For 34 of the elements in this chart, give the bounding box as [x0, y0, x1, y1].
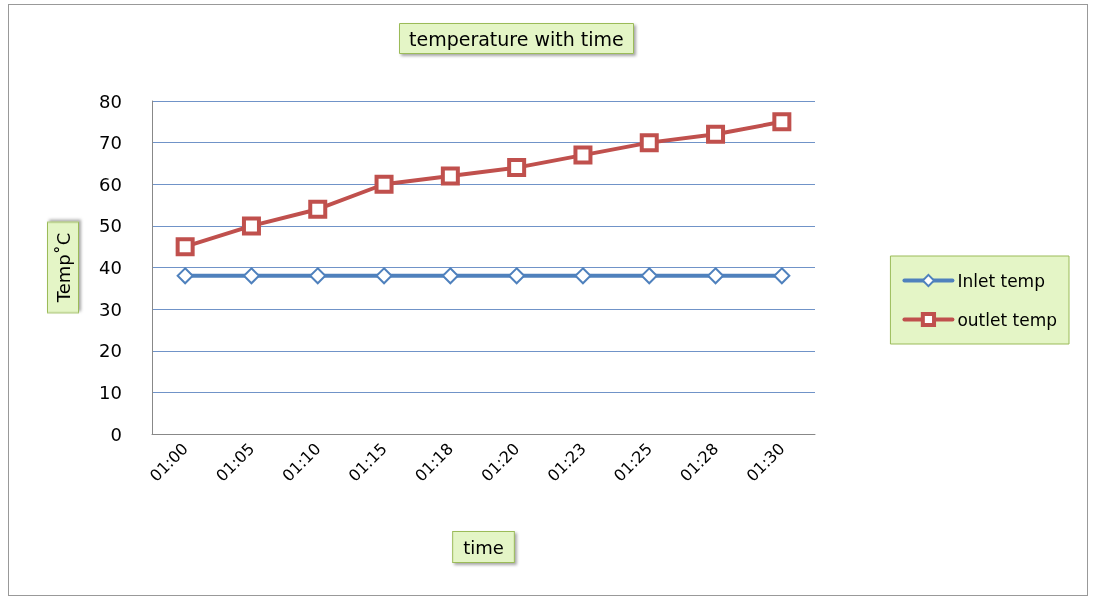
y-axis-title: Temp˚C — [52, 232, 74, 304]
point — [508, 267, 526, 285]
y-tick-label: 40 — [99, 257, 122, 278]
y-tick-label: 50 — [99, 215, 122, 237]
point — [176, 267, 194, 285]
point — [375, 267, 393, 285]
y-tick-label: 0 — [110, 423, 122, 445]
point — [706, 124, 726, 144]
point — [241, 216, 261, 236]
chart-title: temperature with time — [409, 27, 624, 50]
legend-label: Inlet temp — [957, 270, 1045, 291]
legend-label: outlet temp — [957, 309, 1058, 330]
point — [507, 158, 527, 178]
point — [175, 237, 195, 257]
point — [773, 267, 791, 285]
point — [440, 166, 460, 186]
point — [574, 267, 592, 285]
point — [707, 267, 725, 285]
point — [640, 267, 658, 285]
y-tick-label: 70 — [99, 132, 122, 154]
point — [639, 133, 659, 153]
point — [573, 145, 593, 165]
y-tick-label: 60 — [99, 173, 122, 195]
point — [374, 174, 394, 194]
y-tick-label: 10 — [99, 381, 122, 403]
y-tick-label: 20 — [99, 340, 122, 362]
point — [772, 112, 792, 132]
y-tick-label: 30 — [99, 298, 122, 320]
point — [308, 199, 328, 219]
point — [441, 267, 459, 285]
point — [309, 267, 327, 285]
point — [242, 267, 260, 285]
x-axis-title: time — [463, 536, 504, 558]
y-tick-label: 80 — [99, 90, 122, 112]
